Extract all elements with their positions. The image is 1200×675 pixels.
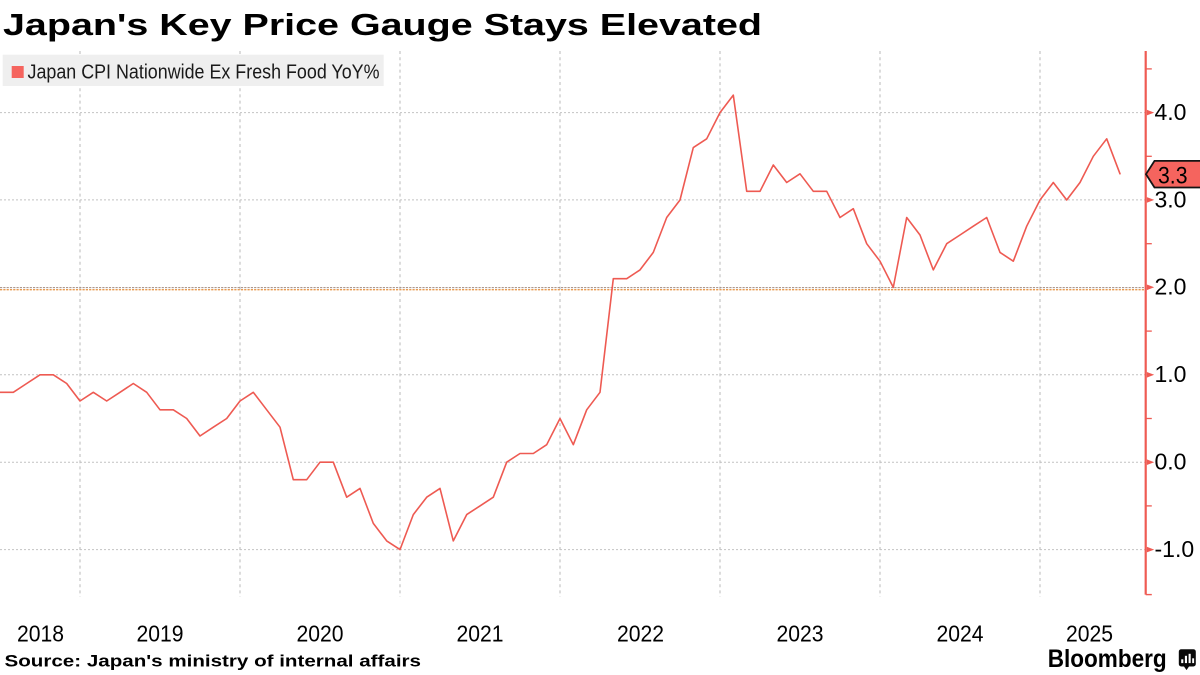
- svg-text:-1.0: -1.0: [1155, 536, 1195, 562]
- svg-text:4.0: 4.0: [1155, 99, 1187, 125]
- svg-text:3.3: 3.3: [1158, 163, 1188, 190]
- svg-text:2020: 2020: [297, 621, 344, 647]
- svg-text:Japan CPI Nationwide Ex Fresh: Japan CPI Nationwide Ex Fresh Food YoY%: [28, 61, 380, 84]
- svg-text:Japan's Key Price Gauge Stays: Japan's Key Price Gauge Stays Elevated: [3, 8, 762, 42]
- svg-text:Source: Japan's ministry of in: Source: Japan's ministry of internal aff…: [5, 652, 422, 671]
- svg-text:2022: 2022: [617, 621, 664, 647]
- svg-text:1.0: 1.0: [1155, 361, 1187, 387]
- svg-text:2.0: 2.0: [1155, 274, 1187, 300]
- svg-text:0.0: 0.0: [1155, 449, 1187, 475]
- svg-text:2019: 2019: [137, 621, 184, 647]
- svg-text:2021: 2021: [457, 621, 504, 647]
- svg-text:3.0: 3.0: [1155, 186, 1187, 212]
- svg-text:2025: 2025: [1066, 621, 1113, 647]
- svg-text:Bloomberg: Bloomberg: [1048, 645, 1167, 673]
- svg-text:2024: 2024: [937, 621, 984, 647]
- svg-text:2018: 2018: [17, 621, 64, 647]
- svg-text:2023: 2023: [777, 621, 824, 647]
